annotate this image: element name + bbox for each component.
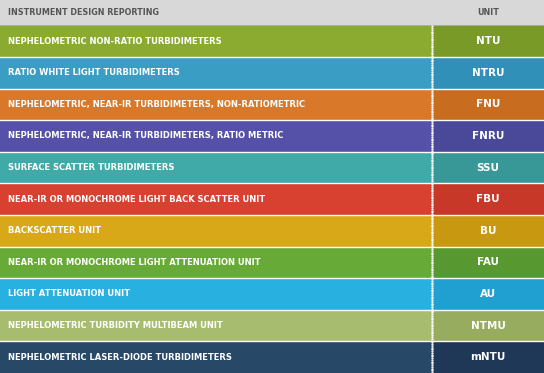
Text: mNTU: mNTU [471,352,506,362]
Bar [432,152,544,184]
Text: BU: BU [480,226,497,236]
Bar [432,184,544,215]
Bar [0,25,432,57]
Text: NEPHELOMETRIC LASER-DIODE TURBIDIMETERS: NEPHELOMETRIC LASER-DIODE TURBIDIMETERS [8,353,232,362]
Text: FNRU: FNRU [472,131,504,141]
Bar [432,247,544,278]
Text: NEPHELOMETRIC NON-RATIO TURBIDIMETERS: NEPHELOMETRIC NON-RATIO TURBIDIMETERS [8,37,222,46]
Text: NEAR-IR OR MONOCHROME LIGHT ATTENUATION UNIT: NEAR-IR OR MONOCHROME LIGHT ATTENUATION … [8,258,261,267]
Text: FAU: FAU [477,257,499,267]
Bar [0,215,432,247]
Bar [432,88,544,120]
Text: NEPHELOMETRIC TURBIDITY MULTIBEAM UNIT: NEPHELOMETRIC TURBIDITY MULTIBEAM UNIT [8,321,223,330]
Bar [0,278,432,310]
Bar [0,310,432,341]
Bar [0,184,432,215]
Bar [0,120,432,152]
Text: FNU: FNU [476,99,500,109]
Text: NEPHELOMETRIC, NEAR-IR TURBIDIMETERS, RATIO METRIC: NEPHELOMETRIC, NEAR-IR TURBIDIMETERS, RA… [8,131,283,141]
Bar [432,120,544,152]
Text: UNIT: UNIT [477,8,499,17]
Text: RATIO WHITE LIGHT TURBIDIMETERS: RATIO WHITE LIGHT TURBIDIMETERS [8,68,180,77]
Text: FBU: FBU [477,194,500,204]
Text: SURFACE SCATTER TURBIDIMETERS: SURFACE SCATTER TURBIDIMETERS [8,163,175,172]
Text: LIGHT ATTENUATION UNIT: LIGHT ATTENUATION UNIT [8,289,130,298]
Bar [432,310,544,341]
Text: NTU: NTU [476,36,500,46]
Text: NTMU: NTMU [471,321,506,330]
Bar [432,215,544,247]
Bar [432,25,544,57]
Bar [0,57,432,88]
Bar [432,341,544,373]
Text: NEPHELOMETRIC, NEAR-IR TURBIDIMETERS, NON-RATIOMETRIC: NEPHELOMETRIC, NEAR-IR TURBIDIMETERS, NO… [8,100,305,109]
Bar [0,0,544,25]
Bar [0,152,432,184]
Bar [0,341,432,373]
Bar [432,57,544,88]
Bar [0,88,432,120]
Bar [0,247,432,278]
Text: NEAR-IR OR MONOCHROME LIGHT BACK SCATTER UNIT: NEAR-IR OR MONOCHROME LIGHT BACK SCATTER… [8,195,265,204]
Text: AU: AU [480,289,496,299]
Text: INSTRUMENT DESIGN REPORTING: INSTRUMENT DESIGN REPORTING [8,8,159,17]
Text: SSU: SSU [477,163,500,173]
Bar [432,278,544,310]
Text: BACKSCATTER UNIT: BACKSCATTER UNIT [8,226,101,235]
Text: NTRU: NTRU [472,68,504,78]
